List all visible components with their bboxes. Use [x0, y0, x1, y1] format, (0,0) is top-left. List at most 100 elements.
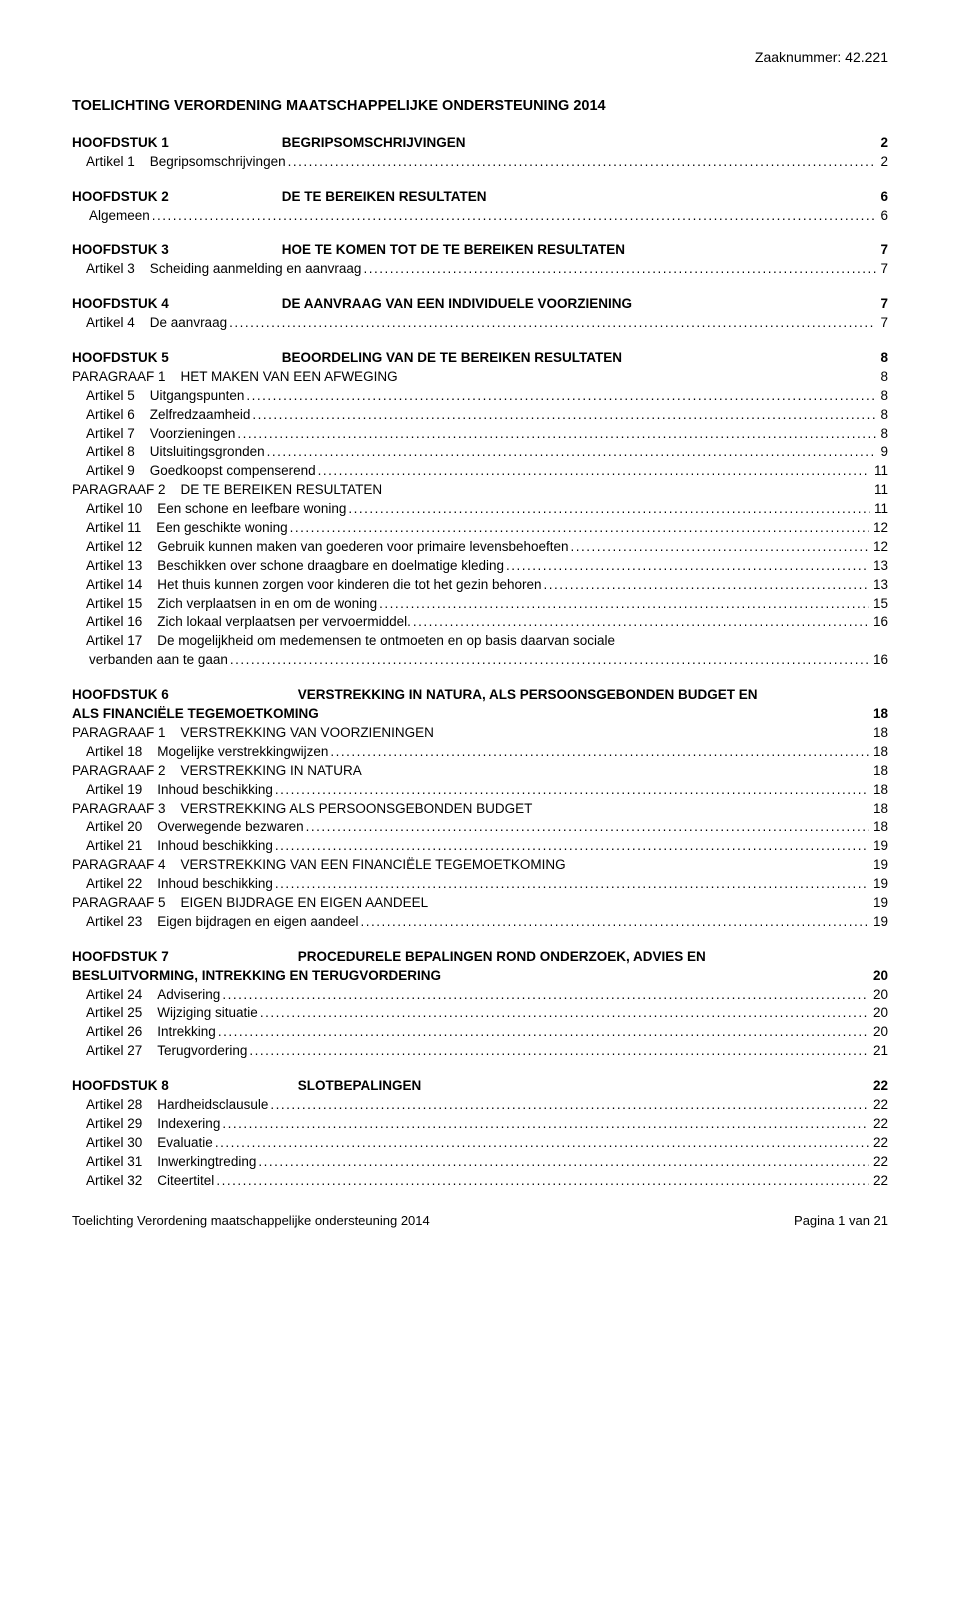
toc-page-number: 11 [870, 500, 888, 519]
toc-page-number: 19 [869, 913, 888, 932]
toc-label: Artikel 29 [72, 1115, 145, 1134]
toc-item-row: Artikel 8Uitsluitingsgronden............… [72, 443, 888, 462]
document-title: TOELICHTING VERORDENING MAATSCHAPPELIJKE… [72, 96, 888, 116]
toc-description: Het thuis kunnen zorgen voor kinderen di… [145, 576, 543, 595]
toc-page-number: 22 [869, 1134, 888, 1153]
toc-page-number: 21 [869, 1042, 888, 1061]
toc-item-row: Artikel 3Scheiding aanmelding en aanvraa… [72, 260, 888, 279]
toc-label: Artikel 25 [72, 1004, 145, 1023]
table-of-contents: HOOFDSTUK 1BEGRIPSOMSCHRIJVINGEN2Artikel… [72, 134, 888, 1191]
toc-page-number: 20 [869, 1023, 888, 1042]
toc-leader-dots: ........................................… [229, 314, 876, 333]
toc-heading-row: HOOFDSTUK 8SLOTBEPALINGEN22 [72, 1077, 888, 1096]
toc-page-number: 20 [869, 1004, 888, 1023]
toc-description: Mogelijke verstrekkingwijzen [145, 743, 330, 762]
toc-label: Artikel 12 [72, 538, 145, 557]
toc-heading-row: HOOFDSTUK 3HOE TE KOMEN TOT DE TE BEREIK… [72, 241, 888, 260]
toc-description: EIGEN BIJDRAGE EN EIGEN AANDEEL [169, 894, 431, 913]
toc-description: BEGRIPSOMSCHRIJVINGEN [172, 134, 468, 153]
toc-page-number: 2 [876, 153, 888, 172]
toc-leader-dots: ........................................… [306, 818, 869, 837]
toc-label: Artikel 17 [72, 632, 145, 651]
toc-description: Terugvordering [145, 1042, 249, 1061]
toc-page-number: 20 [869, 967, 888, 986]
toc-leader-dots: ........................................… [237, 425, 876, 444]
toc-item-row: PARAGRAAF 3VERSTREKKING ALS PERSOONSGEBO… [72, 800, 888, 819]
toc-description: Hardheidsclausule [145, 1096, 270, 1115]
toc-leader-dots: ........................................… [413, 613, 869, 632]
toc-heading-row: HOOFDSTUK 4DE AANVRAAG VAN EEN INDIVIDUE… [72, 295, 888, 314]
toc-page-number: 8 [876, 406, 888, 425]
toc-page-number: 6 [876, 188, 888, 207]
toc-section: HOOFDSTUK 1BEGRIPSOMSCHRIJVINGEN2Artikel… [72, 134, 888, 172]
toc-item-row: Algemeen................................… [72, 207, 888, 226]
toc-label: Artikel 20 [72, 818, 145, 837]
toc-item-row: Artikel 18Mogelijke verstrekkingwijzen..… [72, 743, 888, 762]
toc-description: Scheiding aanmelding en aanvraag [138, 260, 364, 279]
toc-page-number: 18 [869, 705, 888, 724]
toc-leader-dots: ........................................… [267, 443, 877, 462]
toc-item-row: Artikel 4De aanvraag....................… [72, 314, 888, 333]
toc-description: HOE TE KOMEN TOT DE TE BEREIKEN RESULTAT… [172, 241, 627, 260]
toc-item-row: Artikel 29Indexering....................… [72, 1115, 888, 1134]
toc-item-row: Artikel 20Overwegende bezwaren..........… [72, 818, 888, 837]
toc-item-row: Artikel 19Inhoud beschikking............… [72, 781, 888, 800]
toc-label: Artikel 5 [72, 387, 138, 406]
toc-page-number: 8 [876, 368, 888, 387]
toc-item-row: Artikel 7Voorzieningen..................… [72, 425, 888, 444]
toc-label: HOOFDSTUK 6 [72, 686, 172, 705]
toc-page-number: 8 [876, 349, 888, 368]
toc-item-row: PARAGRAAF 2DE TE BEREIKEN RESULTATEN11 [72, 481, 888, 500]
toc-item-row: Artikel 9Goedkoopst compenserend........… [72, 462, 888, 481]
toc-leader-dots: ........................................… [246, 387, 876, 406]
toc-label: Artikel 14 [72, 576, 145, 595]
toc-item-row: PARAGRAAF 5EIGEN BIJDRAGE EN EIGEN AANDE… [72, 894, 888, 913]
toc-label: Artikel 27 [72, 1042, 145, 1061]
toc-page-number: 7 [876, 241, 888, 260]
toc-description: Inhoud beschikking [145, 837, 275, 856]
toc-page-number: 13 [869, 576, 888, 595]
toc-description: Inhoud beschikking [145, 875, 275, 894]
toc-label: PARAGRAAF 1 [72, 368, 169, 387]
toc-label: Artikel 6 [72, 406, 138, 425]
toc-leader-dots: ........................................… [379, 595, 869, 614]
toc-page-number: 15 [869, 595, 888, 614]
toc-description: Een geschikte woning [144, 519, 289, 538]
toc-description: HET MAKEN VAN EEN AFWEGING [169, 368, 400, 387]
toc-item-row: PARAGRAAF 4VERSTREKKING VAN EEN FINANCIË… [72, 856, 888, 875]
toc-description: SLOTBEPALINGEN [172, 1077, 424, 1096]
toc-page-number: 18 [869, 781, 888, 800]
toc-description: Inhoud beschikking [145, 781, 275, 800]
toc-page-number: 16 [869, 651, 888, 670]
toc-description: DE AANVRAAG VAN EEN INDIVIDUELE VOORZIEN… [172, 295, 634, 314]
toc-item-row: Artikel 5Uitgangspunten.................… [72, 387, 888, 406]
toc-label: Artikel 10 [72, 500, 145, 519]
toc-section: HOOFDSTUK 8SLOTBEPALINGEN22Artikel 28Har… [72, 1077, 888, 1190]
toc-label: Artikel 18 [72, 743, 145, 762]
toc-leader-dots: ........................................… [222, 1115, 869, 1134]
toc-section: HOOFDSTUK 6VERSTREKKING IN NATURA, ALS P… [72, 686, 888, 932]
toc-page-number: 18 [869, 762, 888, 781]
toc-item-row: Artikel 30Evaluatie.....................… [72, 1134, 888, 1153]
toc-page-number: 12 [869, 519, 888, 538]
toc-description: PROCEDURELE BEPALINGEN ROND ONDERZOEK, A… [172, 948, 708, 967]
toc-item-row: verbanden aan te gaan...................… [72, 651, 888, 670]
toc-item-row: Artikel 26Intrekking....................… [72, 1023, 888, 1042]
toc-leader-dots: ........................................… [275, 837, 869, 856]
toc-page-number: 6 [876, 207, 888, 226]
toc-label: Artikel 16 [72, 613, 145, 632]
toc-label: Artikel 7 [72, 425, 138, 444]
toc-label: PARAGRAAF 2 [72, 762, 169, 781]
toc-description: Advisering [145, 986, 222, 1005]
toc-label: PARAGRAAF 5 [72, 894, 169, 913]
toc-label: PARAGRAAF 4 [72, 856, 169, 875]
toc-page-number: 18 [869, 724, 888, 743]
toc-leader-dots: ........................................… [290, 519, 869, 538]
toc-page-number: 12 [869, 538, 888, 557]
toc-section: HOOFDSTUK 5BEOORDELING VAN DE TE BEREIKE… [72, 349, 888, 670]
toc-leader-dots: ........................................… [216, 1172, 869, 1191]
toc-description: Indexering [145, 1115, 222, 1134]
toc-page-number: 18 [869, 818, 888, 837]
toc-page-number: 9 [876, 443, 888, 462]
toc-item-row: Artikel 12Gebruik kunnen maken van goede… [72, 538, 888, 557]
